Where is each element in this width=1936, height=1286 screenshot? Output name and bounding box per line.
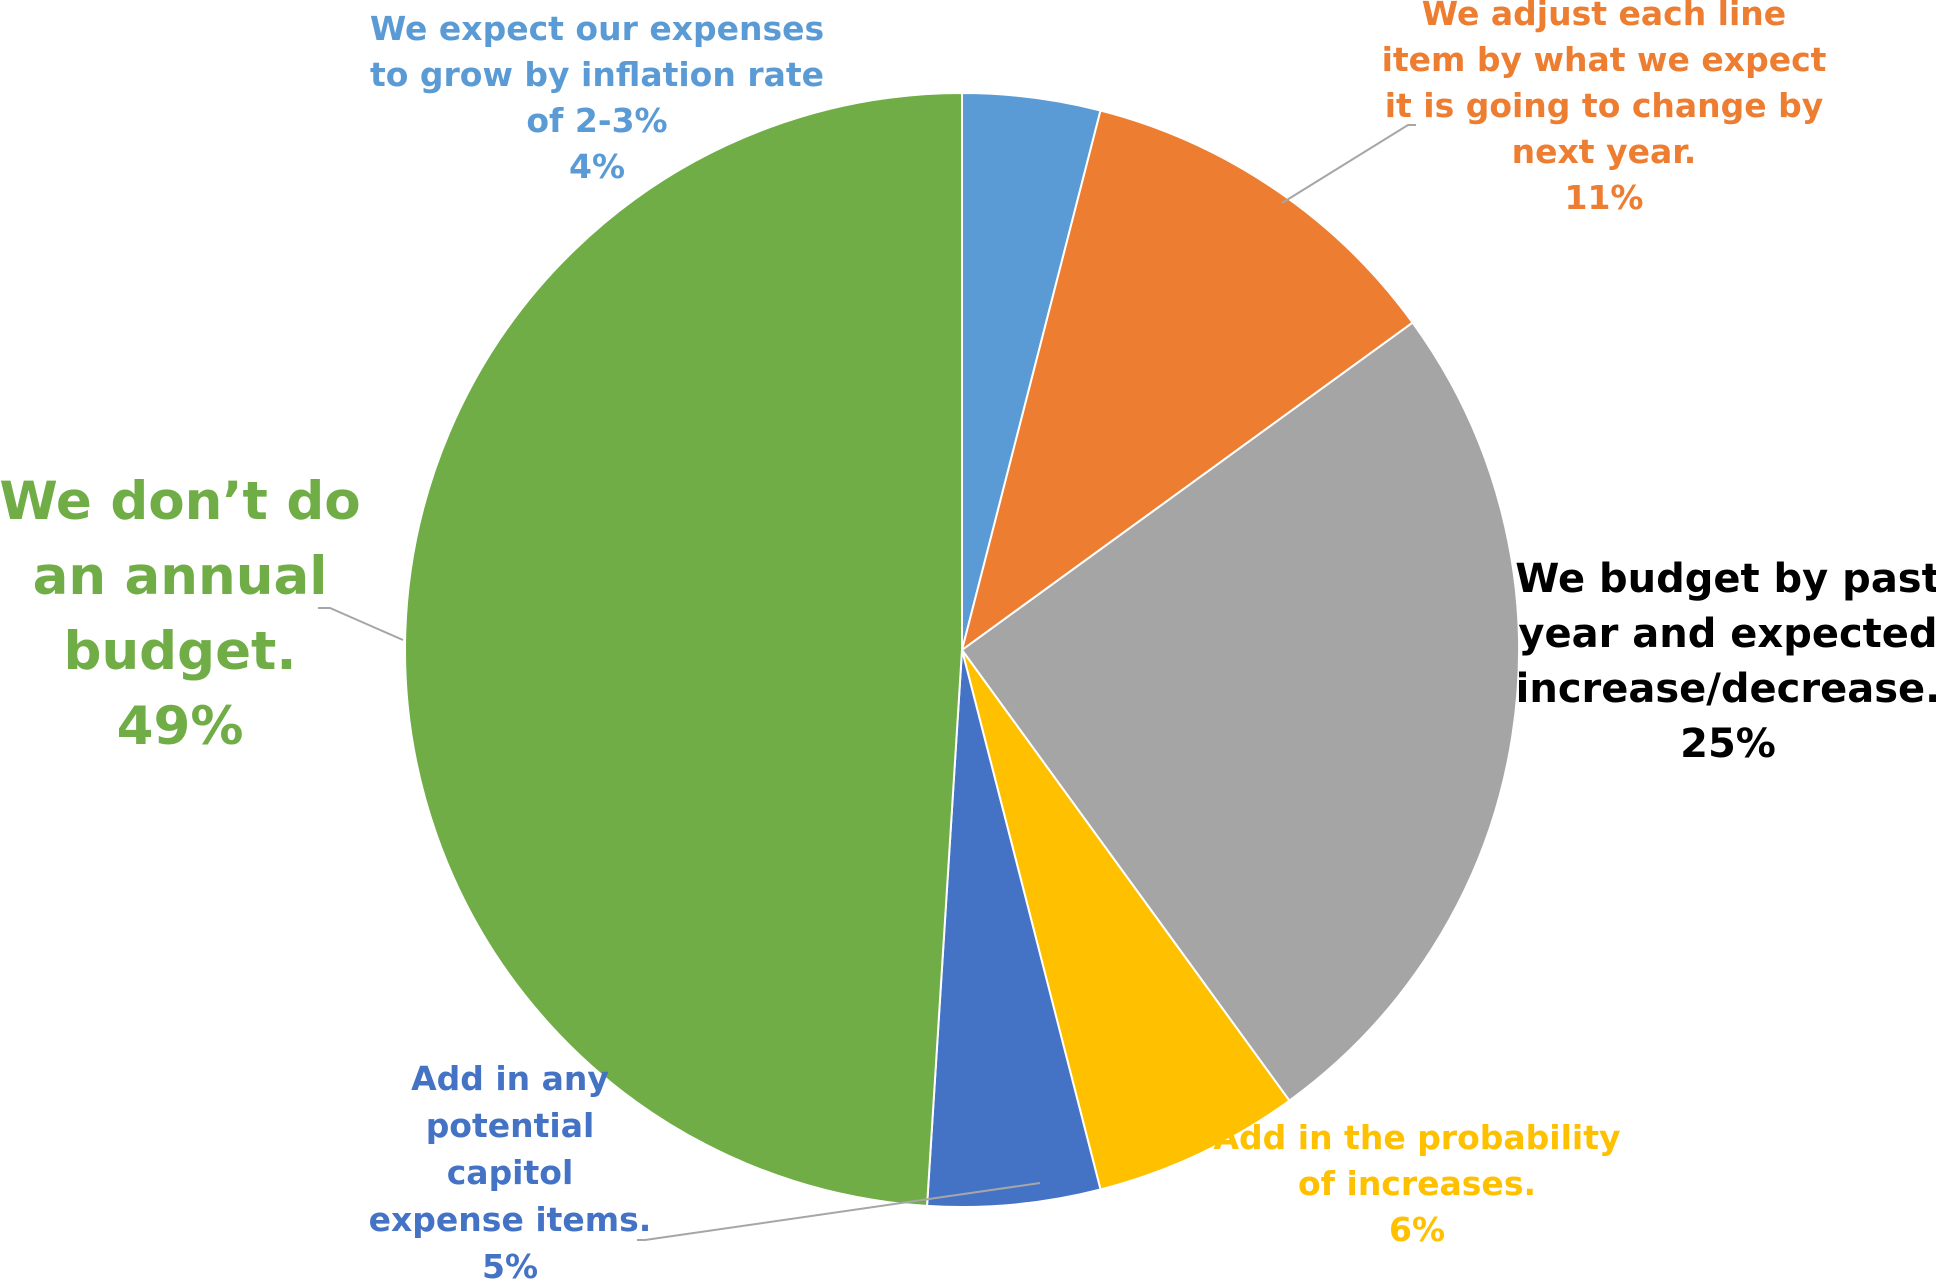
data-label-line: an annual	[33, 546, 328, 607]
data-label-line: We don’t do	[0, 471, 361, 532]
data-label-3: We budget by past year and expected increa…	[1515, 556, 1936, 767]
data-label-line: We adjust each line	[1422, 0, 1786, 33]
data-label-line: increase/decrease.	[1516, 666, 1936, 712]
data-label-line: of increases.	[1298, 1164, 1536, 1203]
data-label-value: 6%	[1389, 1210, 1445, 1249]
pie-slice-3	[960, 321, 1520, 1103]
data-label-line: to grow by inflation rate	[370, 55, 824, 94]
data-label-5: Add in any potential capitol expense items.…	[369, 1059, 652, 1286]
data-label-line: capitol	[447, 1153, 574, 1192]
data-label-4: Add in the probability of increases. 6%	[1213, 1118, 1620, 1249]
data-label-line: year and expected	[1518, 611, 1936, 657]
data-label-line: We expect our expenses	[370, 9, 824, 48]
data-label-line: potential	[426, 1106, 595, 1145]
leader-line-2	[1281, 124, 1416, 204]
data-label-value: 5%	[482, 1247, 538, 1286]
pie-slices	[404, 91, 1520, 1208]
data-label-line: it is going to change by	[1385, 86, 1824, 125]
data-label-6: We don’t do an annual budget. 49%	[0, 471, 361, 757]
pie-slice-6	[404, 91, 963, 1207]
data-label-line: budget.	[64, 621, 297, 682]
data-label-line: of 2-3%	[526, 101, 667, 140]
data-label-line: item by what we expect	[1382, 40, 1827, 79]
leader-lines	[318, 124, 1416, 1241]
data-label-value: 4%	[569, 147, 625, 186]
pie-slice-5	[925, 649, 1102, 1208]
data-label-value: 49%	[117, 696, 244, 757]
data-label-line: expense items.	[369, 1200, 652, 1239]
pie-slice-2	[960, 109, 1415, 653]
data-label-line: Add in any	[411, 1059, 609, 1098]
data-label-2: We adjust each line item by what we expec…	[1382, 0, 1827, 217]
data-label-value: 25%	[1680, 721, 1776, 767]
leader-line-5	[637, 1182, 1041, 1241]
data-label-value: 11%	[1565, 178, 1644, 217]
pie-slice-4	[961, 649, 1291, 1191]
leader-line-6	[318, 607, 404, 641]
data-label-1: We expect our expenses to grow by inflati…	[370, 9, 824, 186]
data-label-line: We budget by past	[1515, 556, 1936, 602]
data-label-line: next year.	[1512, 132, 1697, 171]
data-label-line: Add in the probability	[1213, 1118, 1620, 1157]
